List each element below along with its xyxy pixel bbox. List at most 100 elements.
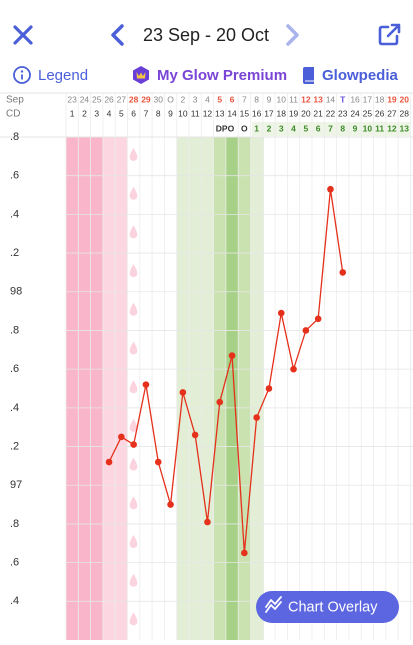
date-label: T — [340, 94, 346, 104]
y-tick-label: 98 — [10, 286, 22, 298]
spotting-drop — [129, 535, 138, 548]
date-label: O — [167, 94, 174, 104]
cycle-day-label: 28 — [400, 108, 410, 118]
glowpedia-button[interactable]: Glowpedia — [303, 67, 399, 84]
date-label: 6 — [230, 94, 235, 104]
temperature-point — [253, 414, 260, 421]
cycle-day-label: 9 — [168, 108, 173, 118]
date-label: 26 — [104, 94, 114, 104]
temperature-point — [179, 389, 187, 396]
temperature-point — [167, 501, 174, 508]
temperature-point — [241, 549, 248, 557]
dpo-label: 8 — [340, 123, 345, 133]
y-tick-label: .2 — [10, 247, 19, 259]
temperature-point — [339, 269, 347, 276]
date-label: 18 — [375, 94, 385, 104]
cycle-day-label: 22 — [326, 108, 336, 118]
dpo-label: 5 — [303, 123, 308, 133]
temperature-point — [290, 365, 297, 373]
glowpedia-label: Glowpedia — [322, 67, 399, 84]
spotting-drop — [129, 380, 138, 394]
prev-button[interactable] — [111, 24, 124, 46]
cycle-day-label: 1 — [70, 108, 75, 118]
spotting-drop — [129, 148, 138, 161]
spotting-drop — [129, 264, 138, 278]
date-label: 17 — [363, 94, 373, 104]
cycle-day-label: 14 — [227, 108, 237, 118]
premium-button[interactable]: My Glow Premium — [133, 66, 287, 84]
temperature-point — [277, 309, 285, 317]
fertile-band — [214, 137, 226, 640]
temperature-line — [108, 189, 344, 554]
dpo-label: 13 — [400, 123, 410, 133]
y-tick-label: .4 — [10, 208, 19, 220]
temperature-point — [105, 458, 113, 466]
share-button[interactable] — [378, 23, 401, 46]
cycle-day-label: 20 — [301, 108, 311, 118]
dpo-label: 1 — [254, 123, 259, 133]
spotting-drop — [129, 418, 138, 432]
cycle-day-label: 16 — [252, 108, 262, 118]
y-tick-label: .6 — [10, 557, 19, 569]
date-label: 24 — [80, 94, 90, 104]
cycle-day-label: 19 — [289, 108, 299, 118]
spotting-drop — [129, 496, 138, 510]
date-label: 12 — [301, 94, 311, 104]
temperature-point — [216, 398, 224, 406]
dpo-label: DPO — [216, 123, 235, 133]
cycle-day-label: 21 — [313, 108, 323, 118]
fertile-band — [177, 137, 214, 640]
date-label: 4 — [205, 94, 210, 104]
cycle-day-label: 17 — [264, 108, 274, 118]
toolbar: Legend My Glow Premium Glowpedia — [13, 66, 399, 84]
month-label: Sep — [6, 95, 24, 106]
temperature-point — [314, 315, 322, 323]
cycle-day-label: 25 — [363, 108, 373, 118]
spotting-drop — [129, 225, 138, 239]
spotting-drop — [129, 341, 138, 355]
dpo-label: 6 — [316, 123, 321, 133]
temperature-point — [118, 433, 125, 441]
dpo-label: 3 — [279, 123, 284, 133]
chart-overlay-button[interactable]: Chart Overlay — [256, 591, 399, 623]
period-band — [66, 137, 103, 640]
cycle-day-label: 6 — [131, 108, 136, 118]
dpo-label: O — [241, 123, 248, 133]
temperature-point — [302, 327, 310, 334]
date-label: 14 — [326, 94, 336, 104]
legend-button[interactable]: Legend — [13, 66, 88, 84]
cycle-day-label: 8 — [156, 108, 161, 118]
spotting-drop — [129, 186, 138, 200]
y-tick-label: .6 — [10, 363, 19, 375]
date-label: 13 — [313, 94, 323, 104]
next-button[interactable] — [286, 24, 299, 46]
date-label: 5 — [217, 94, 222, 104]
close-button[interactable] — [13, 25, 33, 45]
cycle-day-label: 18 — [277, 108, 287, 118]
date-label: 9 — [267, 94, 272, 104]
cycle-day-label: 26 — [375, 108, 385, 118]
premium-label: My Glow Premium — [157, 67, 287, 84]
cycle-day-label: 15 — [240, 108, 250, 118]
cycle-day-label: 10 — [178, 108, 188, 118]
temperature-point — [142, 381, 150, 388]
date-label: 3 — [193, 94, 198, 104]
dpo-label: 9 — [353, 123, 358, 133]
y-tick-label: .2 — [10, 440, 19, 452]
y-tick-label: .8 — [10, 131, 19, 143]
dpo-label: 2 — [267, 123, 272, 133]
temperature-point — [228, 352, 236, 359]
date-label: 29 — [141, 94, 151, 104]
date-label: 23 — [67, 94, 77, 104]
header: 23 Sep - 20 Oct — [13, 23, 401, 46]
temperature-point — [154, 458, 162, 466]
cycle-day-label: 24 — [350, 108, 360, 118]
dpo-band — [252, 122, 410, 136]
cd-label: CD — [6, 109, 20, 120]
date-label: 7 — [242, 94, 247, 104]
dpo-label: 10 — [363, 123, 373, 133]
date-label: 25 — [92, 94, 102, 104]
date-label: 30 — [154, 94, 164, 104]
cycle-day-label: 23 — [338, 108, 348, 118]
cycle-day-label: 2 — [82, 108, 87, 118]
